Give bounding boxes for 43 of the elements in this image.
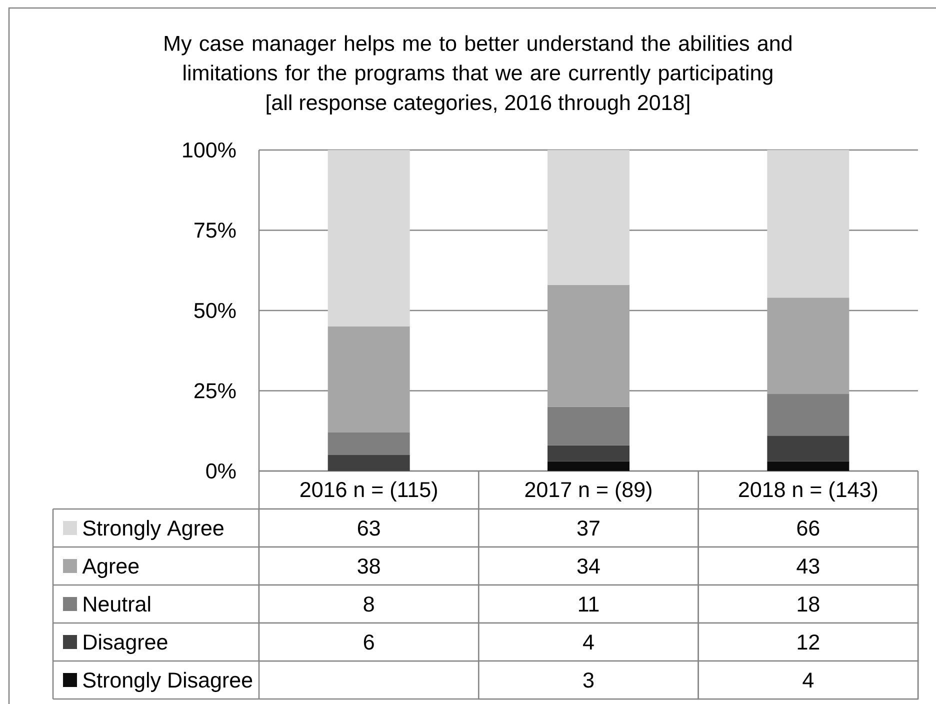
data-label: 43 <box>796 558 820 574</box>
data-label: 34 <box>577 558 600 574</box>
y-tick-label: 25% <box>194 383 236 398</box>
bar <box>328 150 410 327</box>
legend-label: Neutral <box>84 596 150 612</box>
bar <box>548 406 630 446</box>
bar <box>328 432 410 455</box>
data-label: 11 <box>578 596 599 612</box>
data-label: 12 <box>798 634 820 650</box>
bar <box>548 150 630 285</box>
y-tick-label: 75% <box>194 222 236 238</box>
bar <box>767 461 850 471</box>
y-tick-label: 50% <box>194 302 236 318</box>
bar <box>767 298 850 394</box>
x-tick-label: 2016 n = (115) <box>300 481 437 502</box>
bar <box>328 326 410 432</box>
chart-subtitle: [all response categories, 2016 through 2018] <box>266 94 690 114</box>
bar <box>767 436 850 462</box>
data-label: 8 <box>364 596 374 612</box>
x-tick-label: 2017 n = (89) <box>525 481 652 502</box>
y-tick-label: 0% <box>206 463 236 479</box>
y-tick-label: 100% <box>183 142 236 158</box>
bar <box>328 454 410 471</box>
legend-label: Agree <box>82 558 139 578</box>
legend-label: Disagree <box>84 634 168 654</box>
data-label: 38 <box>358 558 380 574</box>
bar <box>548 461 630 471</box>
bar <box>548 284 630 407</box>
data-label: 66 <box>797 520 820 536</box>
data-label: 18 <box>798 596 820 612</box>
chart-title: My case manager helps me to better understand the abilities and limitations for the programs that we are currently participating <box>164 35 792 85</box>
data-label: 4 <box>802 672 814 688</box>
legend-label: Strongly Disagree <box>83 672 252 692</box>
bar <box>767 150 850 298</box>
bar <box>548 445 630 462</box>
data-label: 63 <box>358 520 380 536</box>
data-label: 4 <box>583 634 594 650</box>
bar <box>767 394 850 436</box>
x-tick-label: 2018 n = (143) <box>739 481 878 502</box>
legend-label: Strongly Agree <box>83 520 224 540</box>
data-label: 3 <box>583 672 594 688</box>
data-label: 37 <box>577 520 600 536</box>
data-label: 6 <box>364 634 374 650</box>
